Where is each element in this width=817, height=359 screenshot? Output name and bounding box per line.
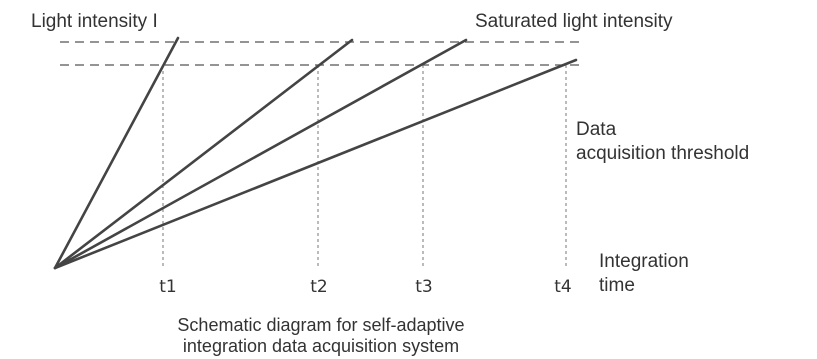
tick-label-t4: t4 [554,277,571,297]
intensity-ray-4 [53,58,578,270]
threshold-label-line2: acquisition threshold [576,143,749,164]
tick-label-t3: t3 [415,277,432,297]
caption-line2: integration data acquisition system [183,336,459,356]
intensity-ray-1 [53,36,180,270]
intensity-ray-3 [53,38,468,270]
caption-line1: Schematic diagram for self-adaptive [177,315,464,335]
integration-time-label-line1: Integration [599,251,689,272]
intensity-label: Light intensity I [31,11,158,32]
integration-time-label-line2: time [599,275,635,296]
tick-label-t2: t2 [310,277,327,297]
threshold-label-line1: Data [576,119,617,140]
intensity-ray-2 [53,38,354,270]
saturated-label: Saturated light intensity [475,11,673,32]
tick-label-t1: t1 [159,277,176,297]
